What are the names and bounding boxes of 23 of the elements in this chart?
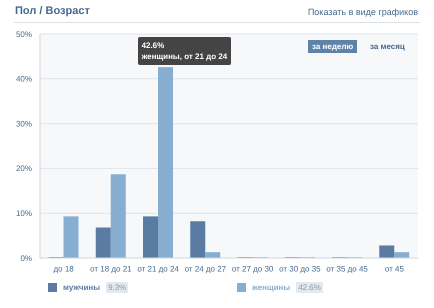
x-tick-label: от 30 до 35 <box>279 264 322 274</box>
annotation: за месяц <box>370 42 405 51</box>
annotation: 42.6% женщины, от 21 до 24 <box>138 37 232 66</box>
y-tick-label: 0% <box>20 254 32 263</box>
y-tick-label: 40% <box>16 74 32 84</box>
chart-title: Пол / Возраст <box>15 5 90 17</box>
x-tick-label: до 18 <box>54 264 74 274</box>
x-tick-label: от 24 до 27 <box>184 264 227 274</box>
y-tick-label: 50% <box>16 30 32 39</box>
week-button: за неделю <box>308 40 358 53</box>
text: Показать в виде графиков <box>308 7 418 17</box>
text: 9.3% <box>106 282 128 293</box>
x-tick-label: от 45 <box>384 264 404 274</box>
x-tick-label: от 18 до 21 <box>90 264 132 274</box>
legend-label: мужчины <box>63 283 100 292</box>
x-tick-label: от 21 до 24 <box>137 264 180 274</box>
y-tick-label: 30% <box>16 119 32 128</box>
x-tick-label: от 35 до 45 <box>326 264 368 274</box>
text: 42.6% <box>296 282 323 293</box>
y-tick-label: 10% <box>16 209 32 218</box>
y-tick-label: 20% <box>16 164 32 174</box>
legend-label: женщины <box>252 283 290 292</box>
x-tick-label: от 27 до 30 <box>232 264 274 274</box>
